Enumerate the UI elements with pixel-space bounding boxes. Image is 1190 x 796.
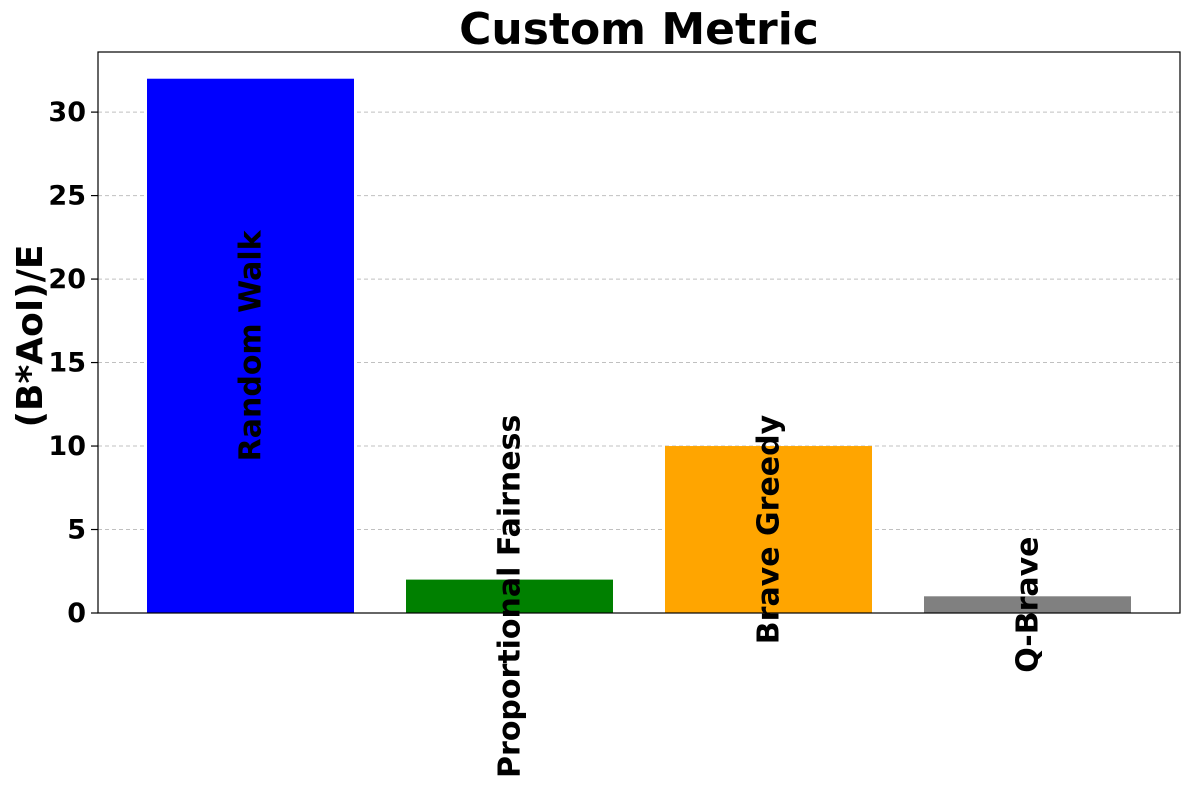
bar-category-label: Proportional Fairness <box>493 415 528 778</box>
gridlines <box>98 111 1180 531</box>
bar <box>924 596 1131 613</box>
chart-title: Custom Metric <box>459 4 819 55</box>
y-axis-label: (B*AoI)/E <box>10 245 51 428</box>
bar <box>665 446 872 613</box>
bar <box>406 579 613 613</box>
y-tick-label: 10 <box>48 431 86 462</box>
y-tick-label: 0 <box>67 598 86 629</box>
y-tick-label: 20 <box>48 264 86 295</box>
bar-category-label: Brave Greedy <box>752 414 787 644</box>
y-axis-ticks: 0 5 10 15 20 25 30 <box>48 97 98 629</box>
bars <box>147 78 1131 613</box>
bar-category-label: Q-Brave <box>1011 536 1046 672</box>
y-tick-label: 5 <box>67 515 86 546</box>
plot-frame <box>97 51 1181 614</box>
y-tick-label: 30 <box>48 97 86 128</box>
y-tick-label: 25 <box>48 181 86 212</box>
bar-labels: Random Walk Proportional Fairness Brave Gr… <box>234 229 1046 778</box>
bar <box>147 78 354 613</box>
y-tick-label: 15 <box>48 348 86 379</box>
bar-category-label: Random Walk <box>234 229 269 461</box>
